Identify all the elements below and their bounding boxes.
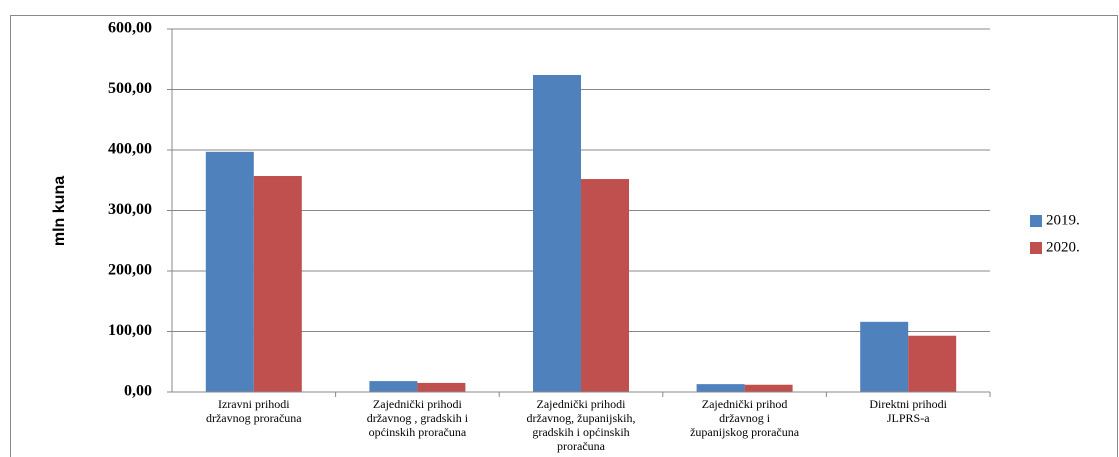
x-tick-label: JLPRS-a xyxy=(887,411,930,425)
y-tick-label: 500,00 xyxy=(108,80,152,97)
legend-swatch xyxy=(1030,242,1042,254)
chart-frame xyxy=(10,15,1118,457)
legend-swatch xyxy=(1030,215,1042,227)
bar xyxy=(581,179,629,392)
legend-label: 2019. xyxy=(1046,212,1080,228)
x-tick-label: Zajednički prihodi xyxy=(373,397,463,411)
bar xyxy=(253,176,302,392)
y-tick-label: 200,00 xyxy=(108,262,152,279)
x-tick-label: državnog, županijskih, xyxy=(527,411,636,425)
x-tick-label: državnog proračuna xyxy=(206,411,302,425)
y-tick-label: 0,00 xyxy=(124,383,152,400)
y-tick-label: 100,00 xyxy=(108,322,152,339)
bar xyxy=(533,74,581,392)
bar xyxy=(744,384,793,392)
bar xyxy=(417,382,466,392)
x-tick-label: Zajednički prihod xyxy=(702,397,788,411)
x-tick-label: općinskih proračuna xyxy=(369,425,467,439)
y-axis-label: mln kuna xyxy=(51,176,68,246)
x-tick-label: državnog i xyxy=(719,411,771,425)
y-tick-label: 300,00 xyxy=(108,201,152,218)
y-tick-label: 600,00 xyxy=(108,20,152,37)
bar xyxy=(369,381,418,392)
bar xyxy=(908,335,957,392)
x-tick-label: državnog , gradskih i xyxy=(367,411,469,425)
bar xyxy=(860,321,909,392)
x-tick-label: Izravni prihodi xyxy=(218,397,290,411)
y-tick-label: 400,00 xyxy=(108,141,152,158)
x-tick-label: proračuna xyxy=(557,439,606,453)
legend-label: 2020. xyxy=(1046,239,1080,255)
x-tick-label: Zajednički prihodi xyxy=(537,397,627,411)
x-tick-label: gradskih i općinskih xyxy=(532,425,629,439)
bar xyxy=(696,384,745,392)
bar xyxy=(205,151,254,392)
x-tick-label: županijskog proračuna xyxy=(690,425,800,439)
x-tick-label: Direktni prihodi xyxy=(869,397,947,411)
